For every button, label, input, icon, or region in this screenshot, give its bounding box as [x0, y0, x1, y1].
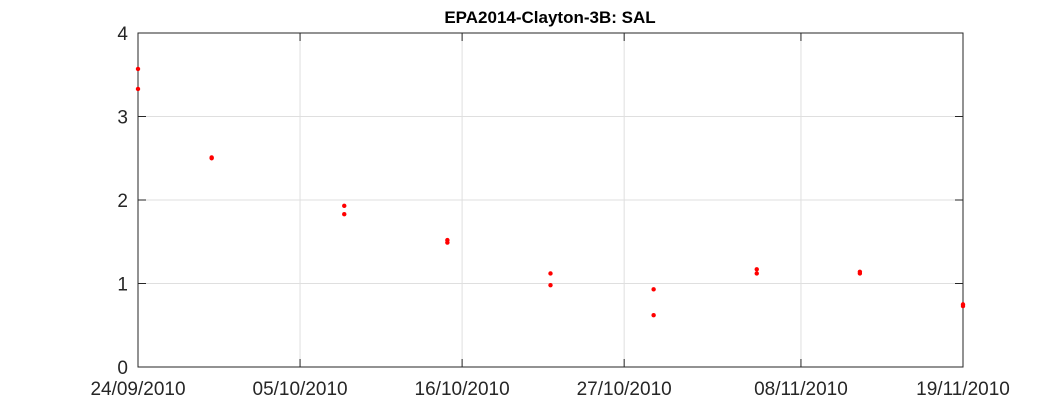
data-point [548, 282, 553, 288]
x-tick-label: 05/10/2010 [253, 379, 348, 400]
y-tick-label: 0 [117, 358, 128, 379]
y-axis: 0 1 2 3 4 [117, 24, 963, 379]
chart-title: EPA2014-Clayton-3B: SAL [444, 8, 655, 27]
x-tick-label: 08/11/2010 [754, 379, 848, 400]
data-point [135, 86, 141, 92]
x-tick-label: 24/09/2010 [90, 379, 185, 400]
grid-lines [138, 33, 963, 367]
data-points [135, 66, 966, 318]
y-tick-label: 4 [117, 24, 128, 45]
data-point [960, 303, 966, 309]
x-tick-label: 27/10/2010 [577, 379, 672, 400]
data-point [754, 267, 759, 272]
data-point [342, 211, 347, 217]
data-point [135, 66, 141, 72]
x-tick-label: 16/10/2010 [415, 379, 510, 400]
data-point [651, 287, 656, 292]
data-point [754, 271, 759, 276]
data-point [651, 313, 656, 318]
data-point [342, 203, 347, 209]
x-axis: 24/09/2010 05/10/2010 16/10/2010 27/10/2010… [90, 33, 1010, 400]
x-tick-label: 19/11/2010 [916, 379, 1010, 400]
y-tick-label: 3 [117, 108, 128, 129]
y-tick-label: 2 [117, 191, 128, 212]
data-point [548, 271, 553, 276]
y-tick-label: 1 [117, 275, 128, 296]
data-point [857, 271, 863, 276]
data-point [445, 240, 450, 245]
data-point [209, 156, 214, 161]
